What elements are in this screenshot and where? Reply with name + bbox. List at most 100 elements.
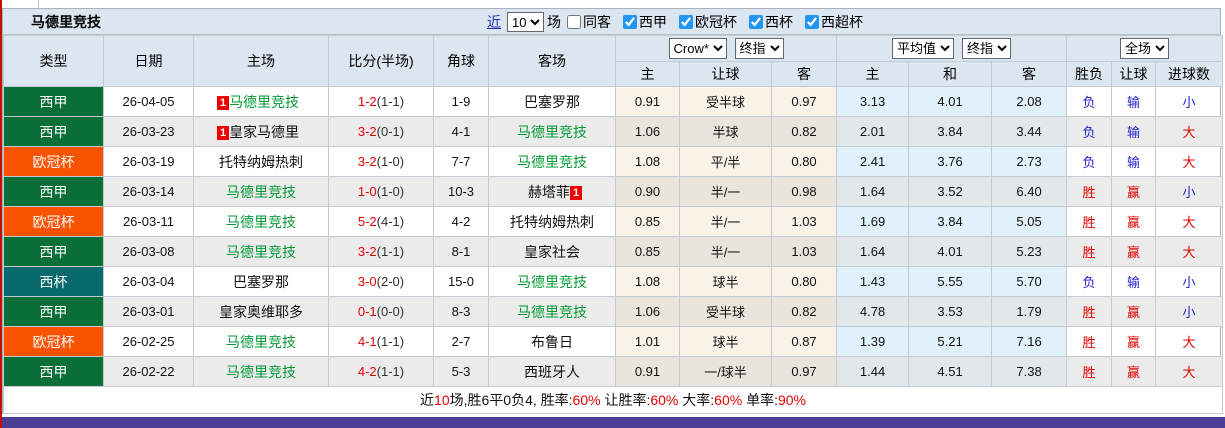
odds-away-cell: 0.87 xyxy=(770,326,838,357)
league-filter-checkbox-ucl[interactable] xyxy=(679,15,693,29)
result-goals-cell: 小 xyxy=(1155,86,1224,117)
league-badge: 欧冠杯 xyxy=(3,146,104,177)
home-team-name[interactable]: 托特纳姆热刺 xyxy=(219,153,303,170)
match-date: 26-04-05 xyxy=(103,86,194,117)
home-team-cell: 马德里竞技 xyxy=(193,206,329,237)
home-team-name[interactable]: 皇家马德里 xyxy=(229,123,300,140)
table-row: 西杯 26-03-04 巴塞罗那 3-0(2-0) 15-0 马德里竞技 1.0… xyxy=(3,266,1224,297)
match-date: 26-02-22 xyxy=(103,356,194,387)
league-badge: 西甲 xyxy=(3,176,104,207)
home-team-name[interactable]: 马德里竞技 xyxy=(229,93,300,110)
away-team-cell: 皇家社会 xyxy=(488,236,616,267)
home-team-cell: 马德里竞技 xyxy=(193,176,329,207)
bookmaker-select[interactable]: Crow* xyxy=(668,38,727,59)
home-team-name[interactable]: 皇家奥维耶多 xyxy=(219,303,303,320)
result-winlose-cell: 胜 xyxy=(1066,176,1113,207)
league-filter-checkbox-liga[interactable] xyxy=(623,15,637,29)
home-team-name[interactable]: 马德里竞技 xyxy=(226,333,296,350)
table-row: 西甲 26-03-23 1 皇家马德里 3-2(0-1) 4-1 马德里竞技 1.… xyxy=(3,116,1224,147)
home-team-name[interactable]: 马德里竞技 xyxy=(226,243,296,260)
table-row: 欧冠杯 26-03-11 马德里竞技 5-2(4-1) 4-2 托特纳姆热刺 0… xyxy=(3,206,1224,237)
subcol-avg-away: 客 xyxy=(991,61,1068,87)
away-team-name[interactable]: 赫塔菲 xyxy=(527,183,570,200)
score-cell: 0-1(0-0) xyxy=(328,296,434,327)
score-cell: 3-2(1-1) xyxy=(328,236,434,267)
away-team-name[interactable]: 布鲁日 xyxy=(531,333,573,350)
halftime-score: (1-1) xyxy=(376,364,405,379)
avg-draw-cell: 4.01 xyxy=(908,86,993,117)
avg-select[interactable]: 平均值 xyxy=(892,38,955,59)
avg-final-select[interactable]: 终指 xyxy=(962,38,1012,59)
odds-handicap-cell: 球半 xyxy=(679,266,772,297)
away-team-name[interactable]: 皇家社会 xyxy=(524,243,580,260)
avg-home-cell: 3.13 xyxy=(836,86,910,117)
result-handicap-cell: 输 xyxy=(1111,266,1157,297)
score-cell: 5-2(4-1) xyxy=(328,206,434,237)
away-team-name[interactable]: 西班牙人 xyxy=(524,363,580,380)
home-team-cell: 托特纳姆热刺 xyxy=(193,146,329,177)
league-badge: 西甲 xyxy=(3,296,104,327)
away-team-name[interactable]: 马德里竞技 xyxy=(517,273,587,290)
subcol-avg-home: 主 xyxy=(836,61,910,87)
avg-away-cell: 7.16 xyxy=(991,326,1068,357)
league-filter-checkbox-copa[interactable] xyxy=(749,15,763,29)
result-goals-cell: 小 xyxy=(1155,266,1224,297)
subcol-winlose: 胜负 xyxy=(1066,61,1113,87)
away-team-cell: 马德里竞技 xyxy=(488,116,616,147)
subcol-avg-draw: 和 xyxy=(908,61,993,87)
result-handicap-cell: 输 xyxy=(1111,116,1157,147)
away-team-name[interactable]: 马德里竞技 xyxy=(517,123,587,140)
recent-link[interactable]: 近 xyxy=(487,14,501,30)
league-filter-checkbox-supercup[interactable] xyxy=(805,15,819,29)
corners-cell: 10-3 xyxy=(433,176,489,207)
match-date: 26-03-14 xyxy=(103,176,194,207)
filter-controls: 近 10 场 同客 西甲 欧冠杯 西杯 西超杯 xyxy=(487,9,869,35)
halftime-score: (1-1) xyxy=(376,244,405,259)
divider xyxy=(38,0,39,8)
table-row: 西甲 26-02-22 马德里竞技 4-2(1-1) 5-3 西班牙人 0.91… xyxy=(3,356,1224,387)
home-team-name[interactable]: 马德里竞技 xyxy=(226,183,296,200)
odds-final-select[interactable]: 终指 xyxy=(734,38,784,59)
odds-away-cell: 0.82 xyxy=(770,116,838,147)
same-away-checkbox[interactable] xyxy=(567,15,581,29)
odds-handicap-cell: 一/球半 xyxy=(679,356,772,387)
fulltime-score: 0-1 xyxy=(357,304,377,319)
result-goals-cell: 大 xyxy=(1155,326,1224,357)
home-team-cell: 巴塞罗那 xyxy=(193,266,329,297)
score-cell: 3-2(1-0) xyxy=(328,146,434,177)
away-team-name[interactable]: 马德里竞技 xyxy=(517,303,587,320)
result-winlose-cell: 负 xyxy=(1066,116,1113,147)
league-filter-label-liga: 西甲 xyxy=(639,14,667,30)
away-team-cell: 赫塔菲 1 xyxy=(488,176,616,207)
recent-count-select[interactable]: 10 xyxy=(507,12,544,32)
result-goals-cell: 小 xyxy=(1155,296,1224,327)
avg-away-cell: 3.44 xyxy=(991,116,1068,147)
avg-draw-cell: 4.51 xyxy=(908,356,993,387)
scope-select[interactable]: 全场 xyxy=(1120,38,1170,59)
col-header-corners: 角球 xyxy=(433,35,489,87)
home-team-name[interactable]: 马德里竞技 xyxy=(226,363,296,380)
result-winlose-cell: 负 xyxy=(1066,266,1113,297)
avg-draw-cell: 3.84 xyxy=(908,116,993,147)
odds-home-cell: 0.85 xyxy=(615,236,680,267)
avg-home-cell: 4.78 xyxy=(836,296,910,327)
subcol-goals: 进球数 xyxy=(1155,61,1224,87)
avg-draw-cell: 5.21 xyxy=(908,326,993,357)
away-team-name[interactable]: 马德里竞技 xyxy=(517,153,587,170)
home-team-cell: 马德里竞技 xyxy=(193,356,329,387)
result-handicap-cell: 赢 xyxy=(1111,206,1157,237)
col-header-home: 主场 xyxy=(193,35,329,87)
home-team-name[interactable]: 巴塞罗那 xyxy=(233,273,289,290)
fulltime-score: 3-2 xyxy=(357,124,377,139)
summary-segment: 近 xyxy=(420,392,435,408)
halftime-score: (2-0) xyxy=(376,274,405,289)
avg-draw-cell: 3.53 xyxy=(908,296,993,327)
away-team-name[interactable]: 巴塞罗那 xyxy=(524,93,580,110)
avg-home-cell: 1.69 xyxy=(836,206,910,237)
corners-cell: 15-0 xyxy=(433,266,489,297)
league-badge: 西甲 xyxy=(3,116,104,147)
home-team-name[interactable]: 马德里竞技 xyxy=(226,213,296,230)
match-date: 26-03-23 xyxy=(103,116,194,147)
away-team-name[interactable]: 托特纳姆热刺 xyxy=(510,213,594,230)
left-accent-line xyxy=(0,0,2,428)
